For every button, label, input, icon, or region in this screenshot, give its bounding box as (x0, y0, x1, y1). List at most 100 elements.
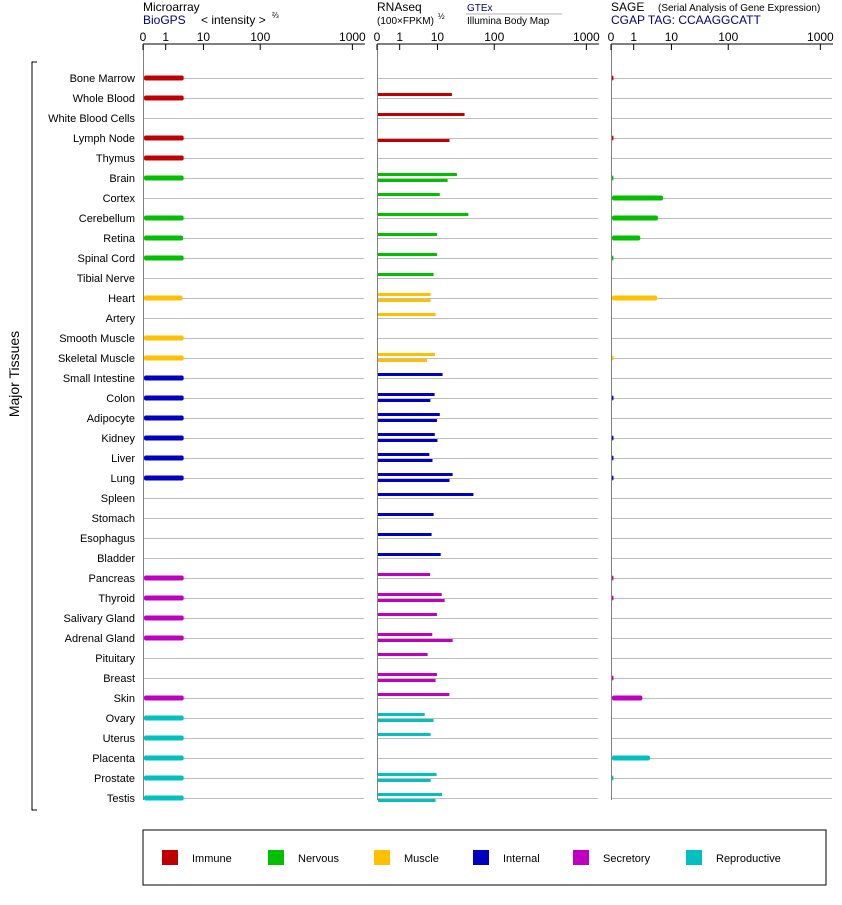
gtex-series-label: GTEx (467, 3, 493, 14)
rnaseq-ibm-bar (378, 439, 438, 442)
legend-label-immune: Immune (192, 853, 232, 865)
microarray-header: Microarray BioGPS < intensity > ⅔ (143, 0, 279, 27)
rnaseq-ibm-bar (378, 359, 428, 362)
biogps-source-label: BioGPS (143, 13, 186, 27)
tissue-label: Spinal Cord (78, 253, 135, 265)
rnaseq-gtex-bar (378, 273, 434, 276)
rnaseq-gtex-bar (378, 233, 437, 236)
microarray-bar (144, 215, 184, 221)
microarray-bar (144, 395, 184, 401)
tissue-label: Thymus (96, 153, 136, 165)
rnaseq-gtex-bar (378, 653, 428, 656)
tissue-label: White Blood Cells (48, 113, 135, 125)
legend-label-secretory: Secretory (603, 853, 651, 865)
microarray-bar (144, 375, 184, 381)
sage-bar (612, 75, 614, 81)
legend-label-reproductive: Reproductive (716, 853, 781, 865)
rnaseq-gtex-bar (378, 433, 435, 436)
tissue-label: Testis (107, 793, 136, 805)
tissue-label: Liver (111, 453, 135, 465)
rnaseq-ibm-bar (378, 719, 434, 722)
data-bars (144, 75, 664, 802)
tissue-label: Placenta (92, 753, 136, 765)
tissue-label: Adrenal Gland (65, 633, 135, 645)
microarray-bar (144, 295, 183, 301)
grid-lines (143, 78, 832, 799)
rnaseq-ibm-bar (378, 419, 437, 422)
microarray-bar (144, 475, 184, 481)
tissue-label: Ovary (106, 713, 136, 725)
microarray-bar (144, 755, 184, 761)
rnaseq-ibm-bar (378, 599, 445, 602)
tissue-label: Bladder (97, 553, 135, 565)
microarray-bar (144, 735, 184, 741)
rnaseq-ibm-bar (378, 779, 431, 782)
microarray-bar (144, 355, 184, 361)
microarray-tick-label: 1 (162, 30, 169, 44)
rnaseq-gtex-bar (378, 633, 433, 636)
legend-label-nervous: Nervous (298, 853, 339, 865)
sage-bar (612, 295, 658, 301)
tissue-label: Skeletal Muscle (58, 353, 135, 365)
microarray-bar (144, 95, 184, 101)
microarray-bar (144, 695, 184, 701)
microarray-bar (144, 175, 184, 181)
microarray-bar (144, 255, 184, 261)
microarray-bar (144, 455, 184, 461)
rnaseq-header: RNAseq (100×FPKM) ½ GTEx Illumina Body M… (377, 0, 562, 27)
rnaseq-gtex-bar (378, 673, 437, 676)
rnaseq-gtex-bar (378, 253, 437, 256)
sage-bar (612, 675, 614, 681)
rnaseq-gtex-bar (378, 693, 450, 696)
rnaseq-gtex-bar (378, 193, 440, 196)
rnaseq-gtex-bar (378, 393, 435, 396)
sage-title: SAGE (611, 0, 644, 14)
sage-bar (612, 755, 650, 761)
rnaseq-ibm-bar (378, 139, 450, 142)
rnaseq-ibm-bar (378, 479, 450, 482)
sage-bar (612, 395, 614, 401)
rnaseq-gtex-bar (378, 593, 442, 596)
microarray-tick-label: 1000 (339, 30, 366, 44)
rnaseq-gtex-bar (378, 353, 435, 356)
microarray-bar (144, 435, 184, 441)
sage-bar (612, 695, 643, 701)
rnaseq-ibm-bar (378, 799, 436, 802)
rnaseq-gtex-bar (378, 533, 432, 536)
sage-header: SAGE (Serial Analysis of Gene Expression… (611, 0, 820, 27)
rnaseq-tick-label: 10 (431, 30, 445, 44)
rnaseq-scale-label: (100×FPKM) (377, 16, 434, 27)
sage-subtitle: (Serial Analysis of Gene Expression) (658, 3, 820, 14)
tissue-label: Salivary Gland (63, 613, 135, 625)
legend-swatch-muscle (374, 850, 390, 865)
tissue-label: Pancreas (89, 573, 136, 585)
legend-label-internal: Internal (503, 853, 540, 865)
tissue-label: Kidney (101, 433, 135, 445)
rnaseq-gtex-bar (378, 553, 441, 556)
tissue-label: Pituitary (95, 653, 135, 665)
rnaseq-gtex-bar (378, 373, 443, 376)
rnaseq-ibm-bar (378, 399, 431, 402)
tissue-label: Bone Marrow (70, 73, 135, 85)
sage-bar (612, 355, 614, 361)
microarray-bar (144, 135, 184, 141)
sage-tick-label: 0 (608, 30, 615, 44)
rnaseq-tick-label: 1 (396, 30, 403, 44)
microarray-scale-label: < intensity > (201, 13, 266, 27)
illumina-series-label: Illumina Body Map (467, 16, 550, 27)
sage-tick-label: 10 (665, 30, 679, 44)
sage-tag-label: CGAP TAG: CCAAGGCATT (611, 13, 761, 27)
microarray-bar (144, 635, 184, 641)
tissue-bracket (31, 61, 37, 811)
rnaseq-gtex-bar (378, 453, 430, 456)
sage-bar (612, 135, 614, 141)
sage-bar (612, 455, 614, 461)
rnaseq-tick-label: 0 (374, 30, 381, 44)
tissue-label: Lung (111, 473, 135, 485)
y-axis-title: Major Tissues (6, 331, 22, 417)
rnaseq-gtex-bar (378, 413, 440, 416)
tissue-label: Retina (103, 233, 136, 245)
tissue-label: Cerebellum (79, 213, 135, 225)
tissue-label: Brain (109, 173, 135, 185)
sage-bar (612, 215, 658, 221)
